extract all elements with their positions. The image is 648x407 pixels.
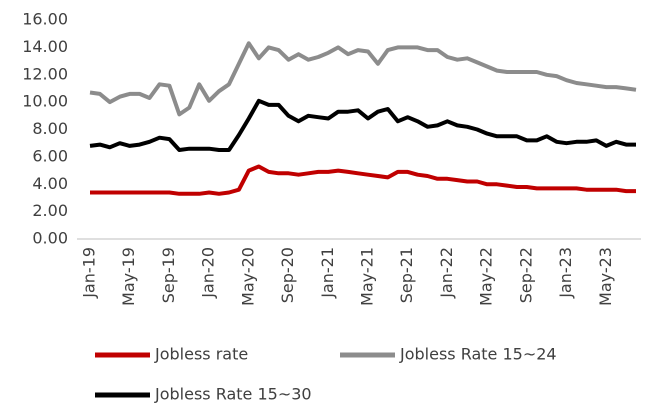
y-tick-label: 12.00: [22, 64, 68, 83]
legend-label: Jobless Rate 15~24: [399, 345, 557, 364]
x-tick-label: Jan-22: [437, 247, 456, 299]
y-tick-label: 14.00: [22, 37, 68, 56]
x-tick-label: Sep-22: [516, 247, 535, 303]
x-tick-label: Sep-19: [159, 247, 178, 303]
x-tick-label: May-19: [119, 247, 138, 306]
y-tick-label: 16.00: [22, 10, 68, 29]
line-series: [89, 98, 636, 152]
x-tick-label: Jan-19: [79, 247, 98, 299]
x-tick-label: May-22: [477, 247, 496, 306]
x-tick-label: Sep-20: [278, 247, 297, 303]
x-tick-label: Jan-23: [556, 247, 575, 299]
x-tick-label: May-23: [596, 247, 615, 306]
y-tick-label: 4.00: [32, 174, 68, 193]
x-tick-label: May-21: [357, 247, 376, 306]
line-series: [90, 164, 636, 196]
y-tick-label: 0.00: [32, 229, 68, 248]
y-tick-label: 2.00: [32, 201, 68, 220]
x-tick-label: Sep-21: [397, 247, 416, 303]
x-tick-label: Jan-21: [318, 247, 337, 299]
y-tick-label: 8.00: [32, 119, 68, 138]
y-tick-label: 6.00: [32, 146, 68, 165]
line-series: [89, 41, 637, 117]
legend-label: Jobless Rate 15~30: [154, 385, 312, 404]
legend-label: Jobless rate: [154, 345, 248, 364]
x-tick-label: Jan-20: [199, 247, 218, 299]
y-tick-label: 10.00: [22, 92, 68, 111]
x-tick-label: May-20: [238, 247, 257, 306]
